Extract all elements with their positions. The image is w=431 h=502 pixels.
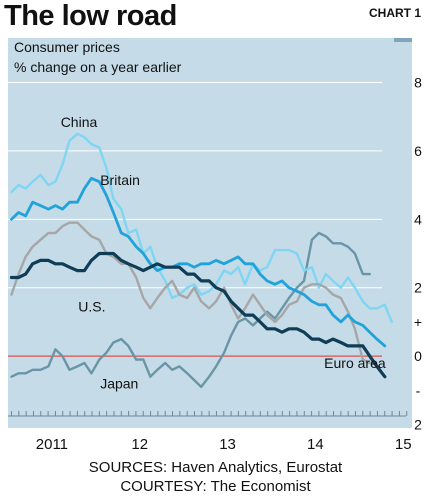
courtesy-note: COURTESY: The Economist [120, 478, 311, 495]
plot-background [8, 38, 412, 428]
series-line-japan [10, 231, 371, 389]
corner-tab [394, 38, 412, 42]
series-line-u-s [10, 221, 371, 365]
chart-subtitle-line: % change on a year earlier [14, 59, 182, 75]
y-tick-label: 6 [414, 143, 422, 159]
series-label-japan: Japan [100, 376, 138, 392]
sources-note: SOURCES: Haven Analytics, Eurostat [88, 459, 343, 476]
series-line-china [10, 132, 393, 324]
series-line-britain [10, 176, 387, 348]
series-label-china: China [61, 114, 98, 130]
y-tick-label: 0 [414, 348, 422, 364]
series-line-euro-area [9, 251, 387, 379]
x-tick-label: 15 [395, 436, 412, 453]
y-tick-label: 8 [414, 74, 422, 90]
series-label-euro-area: Euro area [324, 355, 386, 371]
y-tick-label: 2 [414, 417, 422, 433]
series-label-britain: Britain [100, 172, 140, 188]
x-tick-label: 13 [219, 436, 236, 453]
y-tick-label: 4 [414, 211, 422, 227]
y-tick-label: - [416, 382, 421, 398]
chart-subtitle-line: Consumer prices [14, 39, 120, 55]
x-tick-label: 14 [307, 436, 324, 453]
chart-number: CHART 1 [368, 6, 421, 20]
chart-title: The low road [4, 0, 177, 32]
x-tick-label: 2011 [36, 436, 68, 453]
series-label-u-s: U.S. [78, 299, 105, 315]
x-tick-label: 12 [131, 436, 148, 453]
line-chart: Consumer prices % change on a year earlie… [8, 38, 422, 453]
y-tick-label: + [414, 314, 422, 330]
y-tick-label: 2 [414, 280, 422, 296]
